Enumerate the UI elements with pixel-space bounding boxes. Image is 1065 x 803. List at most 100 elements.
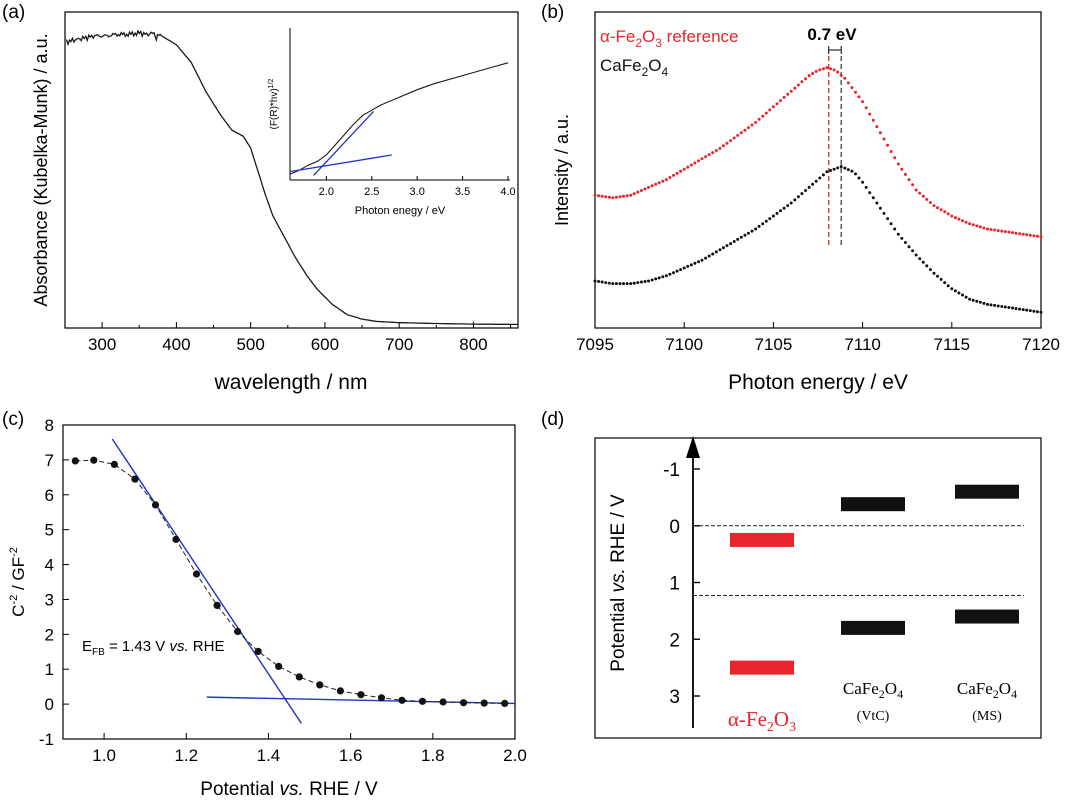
- data-point: [172, 535, 180, 544]
- cafe2o4-point: [918, 257, 922, 261]
- fe2o3-point: [732, 136, 736, 140]
- panel-d-y-label: Potential vs. RHE / V: [608, 494, 629, 672]
- peak-shift-label: 0.7 eV: [807, 25, 857, 44]
- fe2o3-point: [704, 155, 708, 159]
- mott-schottky-curve: [75, 459, 505, 704]
- fe2o3-point: [757, 117, 761, 121]
- fe2o3-point: [804, 77, 807, 81]
- cafe2o4-point: [978, 300, 982, 304]
- fe2o3-point: [625, 194, 629, 198]
- cafe2o4-point: [925, 264, 929, 268]
- data-point: [90, 456, 98, 464]
- fe2o3-point: [796, 83, 800, 87]
- panel-c-x-tick-label: 1.8: [421, 746, 445, 765]
- cafe2o4-point: [957, 291, 961, 295]
- cafe2o4-point: [989, 303, 993, 307]
- fe2o3-point: [843, 76, 847, 80]
- panel-a: 300 400 500 600 700 800 wavelength / nm Absor…: [31, 11, 519, 394]
- fe2o3-point: [686, 165, 690, 169]
- cafe2o4-point: [643, 280, 647, 283]
- panel-b-x-tick-label: 7110: [844, 335, 881, 354]
- cafe2o4-point: [1021, 308, 1025, 312]
- cafe2o4-point: [718, 248, 722, 252]
- fe2o3-point: [807, 74, 811, 78]
- panel-b-y-label: Intensity / a.u.: [552, 114, 572, 226]
- cafe2o4-point: [679, 268, 683, 272]
- fe2o3-point: [889, 150, 893, 153]
- fe2o3-point: [611, 196, 615, 200]
- fe2o3-point: [718, 146, 722, 150]
- panel-d: -1 0 1 2 3 Potential vs. RHE / V α-Fe2O3 CaF…: [594, 436, 1042, 739]
- cafe2o4-point: [975, 299, 979, 303]
- cafe2o4-point: [882, 211, 886, 215]
- panel-b-x-tick-label: 7095: [576, 335, 614, 354]
- fe2o3-point: [1039, 235, 1043, 239]
- cafe2o4-point: [736, 237, 740, 241]
- cafe2o4-point: [807, 185, 811, 189]
- data-point: [439, 698, 447, 706]
- cafe2o4-point: [914, 253, 918, 257]
- cafe2o4-point: [875, 201, 879, 205]
- fe2o3-point: [968, 222, 972, 226]
- cafe2o4-point: [903, 241, 907, 244]
- panel-a-x-tick-label: 300: [88, 335, 116, 354]
- fe2o3-point: [1000, 229, 1004, 233]
- data-point: [151, 501, 160, 509]
- fe2o3-point: [618, 195, 622, 199]
- cafe2o4-point: [804, 189, 807, 192]
- cafe2o4-point: [757, 224, 761, 228]
- fe2o3-point: [600, 194, 604, 198]
- cafe2o4-point: [654, 277, 658, 281]
- fe2o3-point: [661, 179, 665, 183]
- fe2o3-point: [986, 227, 989, 231]
- cafe2o4-point: [889, 222, 893, 226]
- fe2o3-point: [900, 167, 904, 171]
- inset-x-tick-label: 2.5: [364, 186, 379, 198]
- panel-c-frame: [62, 424, 516, 740]
- panel-b-frame: [594, 11, 1042, 329]
- fe2o3-point: [1018, 232, 1022, 236]
- panel-c-x-tick-label: 1.4: [257, 746, 281, 765]
- cafe2o4-point: [839, 165, 843, 169]
- panel-d-y-tick-label: 0: [669, 517, 680, 538]
- cafe2o4-point: [618, 282, 622, 286]
- fe2o3-point: [786, 92, 790, 96]
- inset-y-label: (F(R)*hv)1/2: [268, 78, 280, 129]
- inset-x-tick-label: 3.5: [455, 186, 470, 198]
- fe2o3-point: [750, 123, 754, 127]
- cafe2o4-point: [782, 206, 786, 210]
- panel-a-x-label: wavelength / nm: [214, 371, 368, 394]
- fe2o3-point: [907, 178, 911, 182]
- cafe2o4-point: [857, 176, 861, 180]
- fe2o3-point: [622, 194, 625, 198]
- fe2o3-point: [782, 95, 786, 99]
- band-edge-bars: [730, 484, 1019, 675]
- fe2o3-point: [771, 105, 775, 109]
- panel-c-x-label: Potential vs. RHE / V: [200, 779, 378, 800]
- cafe2o4-point: [982, 301, 986, 305]
- inset-fit-line-steep: [313, 110, 375, 176]
- fe2o3-point: [639, 189, 643, 192]
- cafe2o4-point: [986, 302, 989, 306]
- cafe2o4-point: [821, 173, 825, 177]
- cafe2o4-point: [964, 295, 968, 299]
- fe2o3-point: [925, 197, 929, 201]
- cafe2o4-point: [1035, 310, 1039, 314]
- panel-b-x-tick-label: 7105: [754, 335, 792, 354]
- cafe2o4-point: [878, 206, 882, 210]
- fe2o3-point: [921, 194, 925, 198]
- panel-d-axis-arrow: [686, 436, 700, 458]
- panel-a-y-label: Absorbance (Kubelka-Munk) / a.u.: [31, 33, 51, 306]
- fe2o3-point: [850, 86, 854, 90]
- fe2o3-point: [878, 131, 882, 135]
- cafe2o4-point: [921, 260, 925, 264]
- category-cafe2o4-vtc: CaFe2O4: [843, 679, 903, 701]
- fe2o3-point: [825, 66, 829, 70]
- cafe2o4-point: [668, 272, 672, 276]
- fe2o3-point: [714, 149, 718, 152]
- conduction-band-bar: [841, 497, 905, 512]
- cafe2o4-point: [900, 236, 904, 240]
- panel-c-y-tick-label: -1: [39, 730, 54, 749]
- category-fe2o3: α-Fe2O3: [728, 707, 796, 735]
- cafe2o4-point: [936, 274, 939, 278]
